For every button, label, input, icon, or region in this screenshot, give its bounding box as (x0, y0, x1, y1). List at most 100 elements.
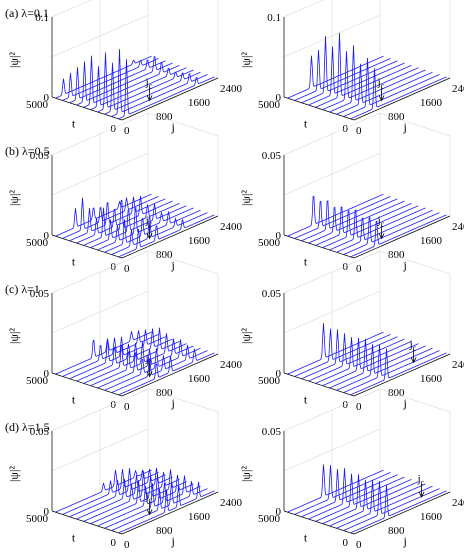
series-slice-2 (301, 198, 398, 242)
back-gridline-h (283, 428, 381, 472)
j-tick-label: 800 (156, 111, 173, 123)
side-wall (217, 0, 219, 78)
t-axis-label: t (304, 530, 308, 544)
row-label-2: (c) λ=1 (5, 282, 40, 296)
series-slice-8 (343, 212, 440, 255)
series-slice-7 (104, 339, 201, 391)
series-slice-6 (329, 479, 426, 527)
panel-c-left (51, 250, 219, 397)
jc-arrow-head (146, 509, 153, 516)
series-slice-3 (76, 195, 173, 244)
t-axis (283, 510, 355, 535)
j-tick-label: 1600 (188, 511, 211, 523)
y-axis-label: |ψ|² (239, 52, 253, 68)
series-slice-9 (350, 214, 447, 258)
series-slice-3 (76, 468, 173, 520)
series-slice-4 (315, 337, 412, 384)
j-tick-label: 800 (156, 387, 173, 399)
t-tick-label: 0 (111, 261, 117, 273)
side-wall (147, 250, 219, 354)
series-slice-4 (315, 202, 412, 246)
t-tick-label: 5000 (26, 513, 49, 525)
j-tick-label: 800 (388, 249, 405, 261)
y-axis-label: |ψ|² (239, 190, 253, 206)
z-tick-label: 0.05 (30, 426, 50, 438)
series-slice-1 (294, 328, 391, 377)
j-axis (121, 353, 219, 397)
jc-label: jc (377, 214, 385, 228)
back-gridline-h (51, 14, 149, 58)
j-axis (121, 491, 219, 535)
series-slice-7 (336, 480, 433, 529)
t-tick-label: 0 (111, 123, 117, 135)
t-axis (51, 96, 123, 121)
series-slice-0 (55, 331, 152, 375)
t-tick-label: 0 (111, 399, 117, 411)
z-tick-label: 0.05 (262, 426, 282, 438)
jc-arrow-head (418, 491, 425, 498)
jc-label: jc (145, 352, 153, 366)
series-slice-1 (62, 58, 159, 101)
series-slice-2 (69, 329, 166, 380)
series-slice-3 (76, 56, 173, 106)
back-gridline-h (283, 14, 381, 58)
z-tick-label: 0 (276, 506, 282, 518)
series-slice-7 (336, 209, 433, 253)
t-tick-label: 5000 (258, 513, 281, 525)
t-axis (51, 372, 123, 397)
series-slice-7 (104, 475, 201, 529)
t-axis (283, 372, 355, 397)
jc-subscript: c (381, 219, 385, 228)
j-tick-label: 800 (388, 525, 405, 537)
series-slice-9 (350, 348, 447, 396)
z-tick-label: 0 (276, 230, 282, 242)
jc-subscript: c (413, 343, 417, 352)
series-slice-5 (90, 66, 187, 111)
j-axis-label: j (171, 396, 175, 410)
t-tick-label: 5000 (258, 99, 281, 111)
t-axis (283, 96, 355, 121)
back-gridline-h (51, 290, 149, 334)
y-axis-label: |ψ|² (239, 328, 253, 344)
panel-b-right (283, 112, 451, 259)
j-tick-label: 0 (124, 539, 130, 551)
j-axis-label: j (171, 120, 175, 134)
j-tick-label: 2400 (220, 497, 243, 509)
series-slice-6 (97, 474, 194, 527)
series-slice-0 (287, 464, 384, 513)
series-slice-8 (343, 481, 440, 531)
series-slice-6 (97, 338, 194, 389)
y-axis-label: |ψ|² (7, 190, 21, 206)
back-gridline-h (283, 152, 381, 196)
series-slice-6 (329, 45, 426, 113)
series-slice-7 (336, 344, 433, 391)
side-wall (449, 0, 451, 78)
series-slice-0 (287, 323, 384, 375)
jc-label: jc (409, 338, 417, 352)
series-slice-3 (308, 468, 405, 520)
series-slice-9 (118, 59, 215, 120)
series-slice-7 (336, 63, 433, 115)
panel-d-right (283, 388, 451, 535)
j-tick-label: 1600 (420, 97, 443, 109)
back-gridline-h (51, 428, 149, 472)
series-slice-3 (308, 200, 405, 244)
series-slice-5 (322, 337, 419, 386)
series-slice-1 (62, 468, 159, 515)
jc-arrow-head (146, 95, 153, 102)
panel-b-left (51, 112, 219, 259)
t-tick-label: 5000 (26, 375, 49, 387)
series-slice-8 (343, 344, 440, 393)
series-slice-4 (83, 327, 180, 384)
j-tick-label: 0 (124, 263, 130, 275)
j-tick-label: 2400 (452, 497, 464, 509)
series-slice-5 (90, 333, 187, 386)
series-slice-0 (55, 469, 152, 513)
t-axis-label: t (304, 116, 308, 130)
series-slice-8 (111, 481, 208, 531)
z-tick-label: 0.05 (30, 150, 50, 162)
series-slice-8 (111, 344, 208, 393)
y-axis-label: |ψ|² (7, 52, 21, 68)
j-axis-label: j (403, 258, 407, 272)
